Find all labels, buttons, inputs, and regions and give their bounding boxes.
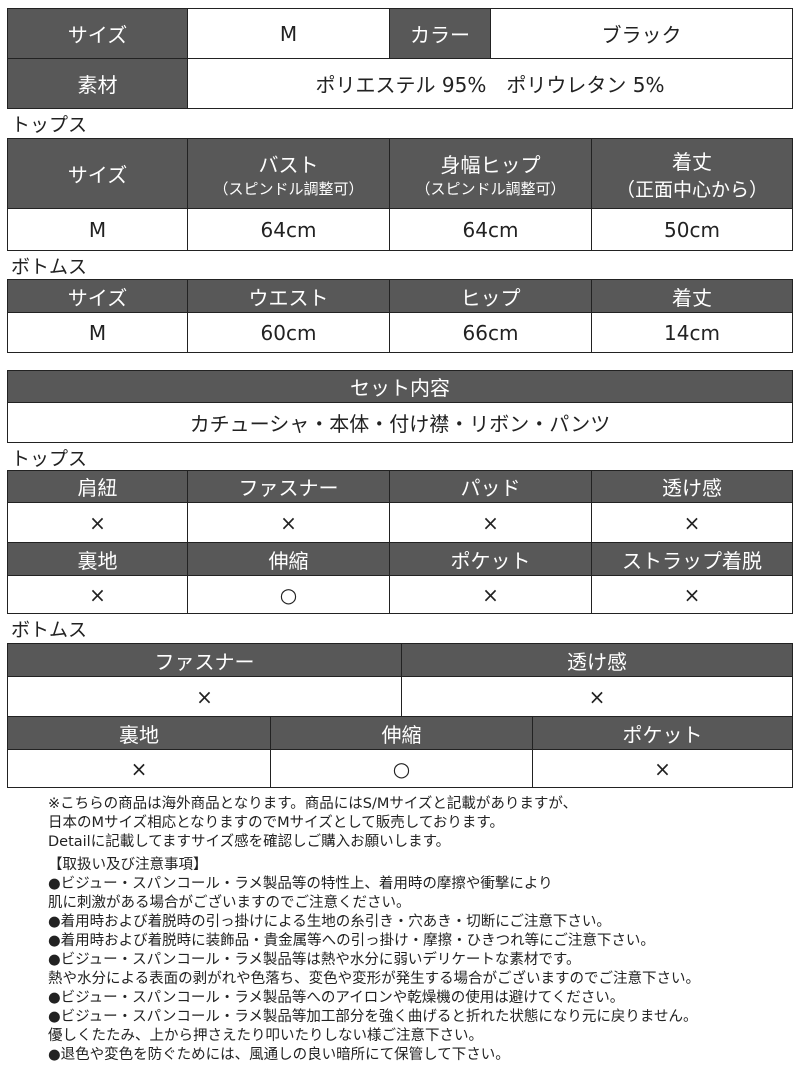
header-cell: ストラップ着脱 bbox=[591, 542, 793, 576]
tops-features-section-label: トップス bbox=[11, 448, 88, 470]
header-length: 着丈 （正面中心から） bbox=[591, 138, 793, 209]
header-hip-width: 身幅ヒップ （スピンドル調整可） bbox=[389, 138, 592, 209]
cell: 64cm bbox=[187, 208, 390, 251]
cell: M bbox=[7, 312, 188, 353]
note-line: 熱や水分による表面の剥がれや色落ち、変色や変形が発生する場合がございますのでご注… bbox=[48, 971, 701, 987]
note-line: ※こちらの商品は海外商品となります。商品にはS/Mサイズと記載がありますが、 bbox=[48, 796, 578, 812]
header-cell: 透け感 bbox=[591, 470, 793, 503]
header-bust: バスト （スピンドル調整可） bbox=[187, 138, 390, 209]
note-line: ●退色や変色を防ぐためには、風通しの良い暗所にて保管して下さい。 bbox=[48, 1047, 510, 1063]
header-main: 身幅ヒップ bbox=[440, 152, 541, 177]
note-line: ●ビジュー・スパンコール・ラメ製品等へのアイロンや乾燥機の使用は避けてください。 bbox=[48, 990, 625, 1006]
circle-mark: ○ bbox=[270, 749, 533, 788]
header-cell: 肩紐 bbox=[7, 470, 188, 503]
header-cell: ヒップ bbox=[389, 279, 592, 313]
caution-heading: 【取扱い及び注意事項】 bbox=[48, 857, 208, 873]
note-line: 肌に刺激がある場合がございますのでご注意ください。 bbox=[48, 895, 411, 911]
cell: 50cm bbox=[591, 208, 793, 251]
set-contents-table: セット内容 カチューシャ・本体・付け襟・リボン・パンツ bbox=[7, 370, 793, 443]
spec-table: サイズ M カラー ブラック 素材 ポリエステル 95% ポリウレタン 5% bbox=[7, 8, 793, 109]
color-value: ブラック bbox=[490, 8, 793, 59]
header-cell: サイズ bbox=[7, 279, 188, 313]
notes: ※こちらの商品は海外商品となります。商品にはS/Mサイズと記載がありますが、 日… bbox=[48, 795, 700, 1065]
header-cell: 伸縮 bbox=[270, 716, 533, 750]
header-cell: パッド bbox=[389, 470, 592, 503]
cross-mark: × bbox=[7, 749, 271, 788]
cross-mark: × bbox=[7, 502, 188, 543]
set-contents-value: カチューシャ・本体・付け襟・リボン・パンツ bbox=[7, 402, 793, 443]
material-label: 素材 bbox=[7, 58, 188, 109]
cell: 14cm bbox=[591, 312, 793, 353]
bottoms-features-table-2: 裏地 伸縮 ポケット × ○ × bbox=[7, 716, 793, 788]
cross-mark: × bbox=[401, 676, 793, 717]
header-cell: ポケット bbox=[532, 716, 793, 750]
bottoms-size-table: サイズ ウエスト ヒップ 着丈 M 60cm 66cm 14cm bbox=[7, 279, 793, 353]
note-line: ●ビジュー・スパンコール・ラメ製品等の特性上、着用時の摩擦や衝撃により bbox=[48, 876, 553, 892]
note-line: ●着用時および着脱時に装飾品・貴金属等への引っ掛け・摩擦・ひきつれ等にご注意下さ… bbox=[48, 933, 655, 949]
bottoms-features-table-1: ファスナー 透け感 × × bbox=[7, 643, 793, 717]
header-cell: ファスナー bbox=[7, 643, 402, 677]
bottoms-size-section-label: ボトムス bbox=[11, 256, 88, 278]
note-line: 日本のMサイズ相応となりますのでMサイズとして販売しております。 bbox=[48, 815, 504, 831]
note-line: ●着用時および着脱時の引っ掛けによる生地の糸引き・穴あき・切断にご注意下さい。 bbox=[48, 914, 611, 930]
table-row: M 64cm 64cm 50cm bbox=[7, 208, 793, 251]
header-sub: （スピンドル調整可） bbox=[213, 179, 364, 198]
size-label: サイズ bbox=[7, 8, 188, 59]
header-sub: （スピンドル調整可） bbox=[415, 179, 566, 198]
tops-size-section-label: トップス bbox=[11, 114, 88, 136]
cross-mark: × bbox=[7, 575, 188, 614]
header-cell: 着丈 bbox=[591, 279, 793, 313]
cross-mark: × bbox=[591, 575, 793, 614]
header-sub: （正面中心から） bbox=[615, 178, 768, 201]
bottoms-features-section-label: ボトムス bbox=[11, 619, 88, 641]
header-cell: 裏地 bbox=[7, 716, 271, 750]
header-cell: ポケット bbox=[389, 542, 592, 576]
header-cell: 裏地 bbox=[7, 542, 188, 576]
header-main: バスト bbox=[258, 152, 319, 177]
header-cell: 透け感 bbox=[401, 643, 793, 677]
header-cell: ウエスト bbox=[187, 279, 390, 313]
header-size: サイズ bbox=[7, 138, 188, 209]
note-line: ●ビジュー・スパンコール・ラメ製品等は熱や水分に弱いデリケートな素材です。 bbox=[48, 952, 581, 968]
cross-mark: × bbox=[187, 502, 390, 543]
material-value: ポリエステル 95% ポリウレタン 5% bbox=[187, 58, 793, 109]
table-row: M 60cm 66cm 14cm bbox=[7, 312, 793, 353]
cross-mark: × bbox=[591, 502, 793, 543]
circle-mark: ○ bbox=[187, 575, 390, 614]
color-label: カラー bbox=[389, 8, 491, 59]
cell: 66cm bbox=[389, 312, 592, 353]
cross-mark: × bbox=[532, 749, 793, 788]
cell: M bbox=[7, 208, 188, 251]
tops-features-table: 肩紐 ファスナー パッド 透け感 × × × × 裏地 伸縮 ポケット ストラッ… bbox=[7, 470, 793, 614]
header-cell: 伸縮 bbox=[187, 542, 390, 576]
note-line: ●ビジュー・スパンコール・ラメ製品等加工部分を強く曲げると折れた状態になり元に戻… bbox=[48, 1009, 698, 1025]
note-line: 優しくたたみ、上から押さえたり叩いたりしない様ご注意下さい。 bbox=[48, 1028, 483, 1044]
header-cell: ファスナー bbox=[187, 470, 390, 503]
cell: 64cm bbox=[389, 208, 592, 251]
header-main: サイズ bbox=[67, 163, 128, 187]
header-main: 着丈 bbox=[672, 149, 712, 174]
note-line: Detailに記載してますサイズ感を確認しご購入お願いします。 bbox=[48, 834, 451, 850]
tops-size-table: サイズ バスト （スピンドル調整可） 身幅ヒップ （スピンドル調整可） 着丈 （正面中… bbox=[7, 138, 793, 251]
cross-mark: × bbox=[7, 676, 402, 717]
cross-mark: × bbox=[389, 502, 592, 543]
cell: 60cm bbox=[187, 312, 390, 353]
cross-mark: × bbox=[389, 575, 592, 614]
set-contents-header: セット内容 bbox=[7, 370, 793, 403]
size-value: M bbox=[187, 8, 390, 59]
